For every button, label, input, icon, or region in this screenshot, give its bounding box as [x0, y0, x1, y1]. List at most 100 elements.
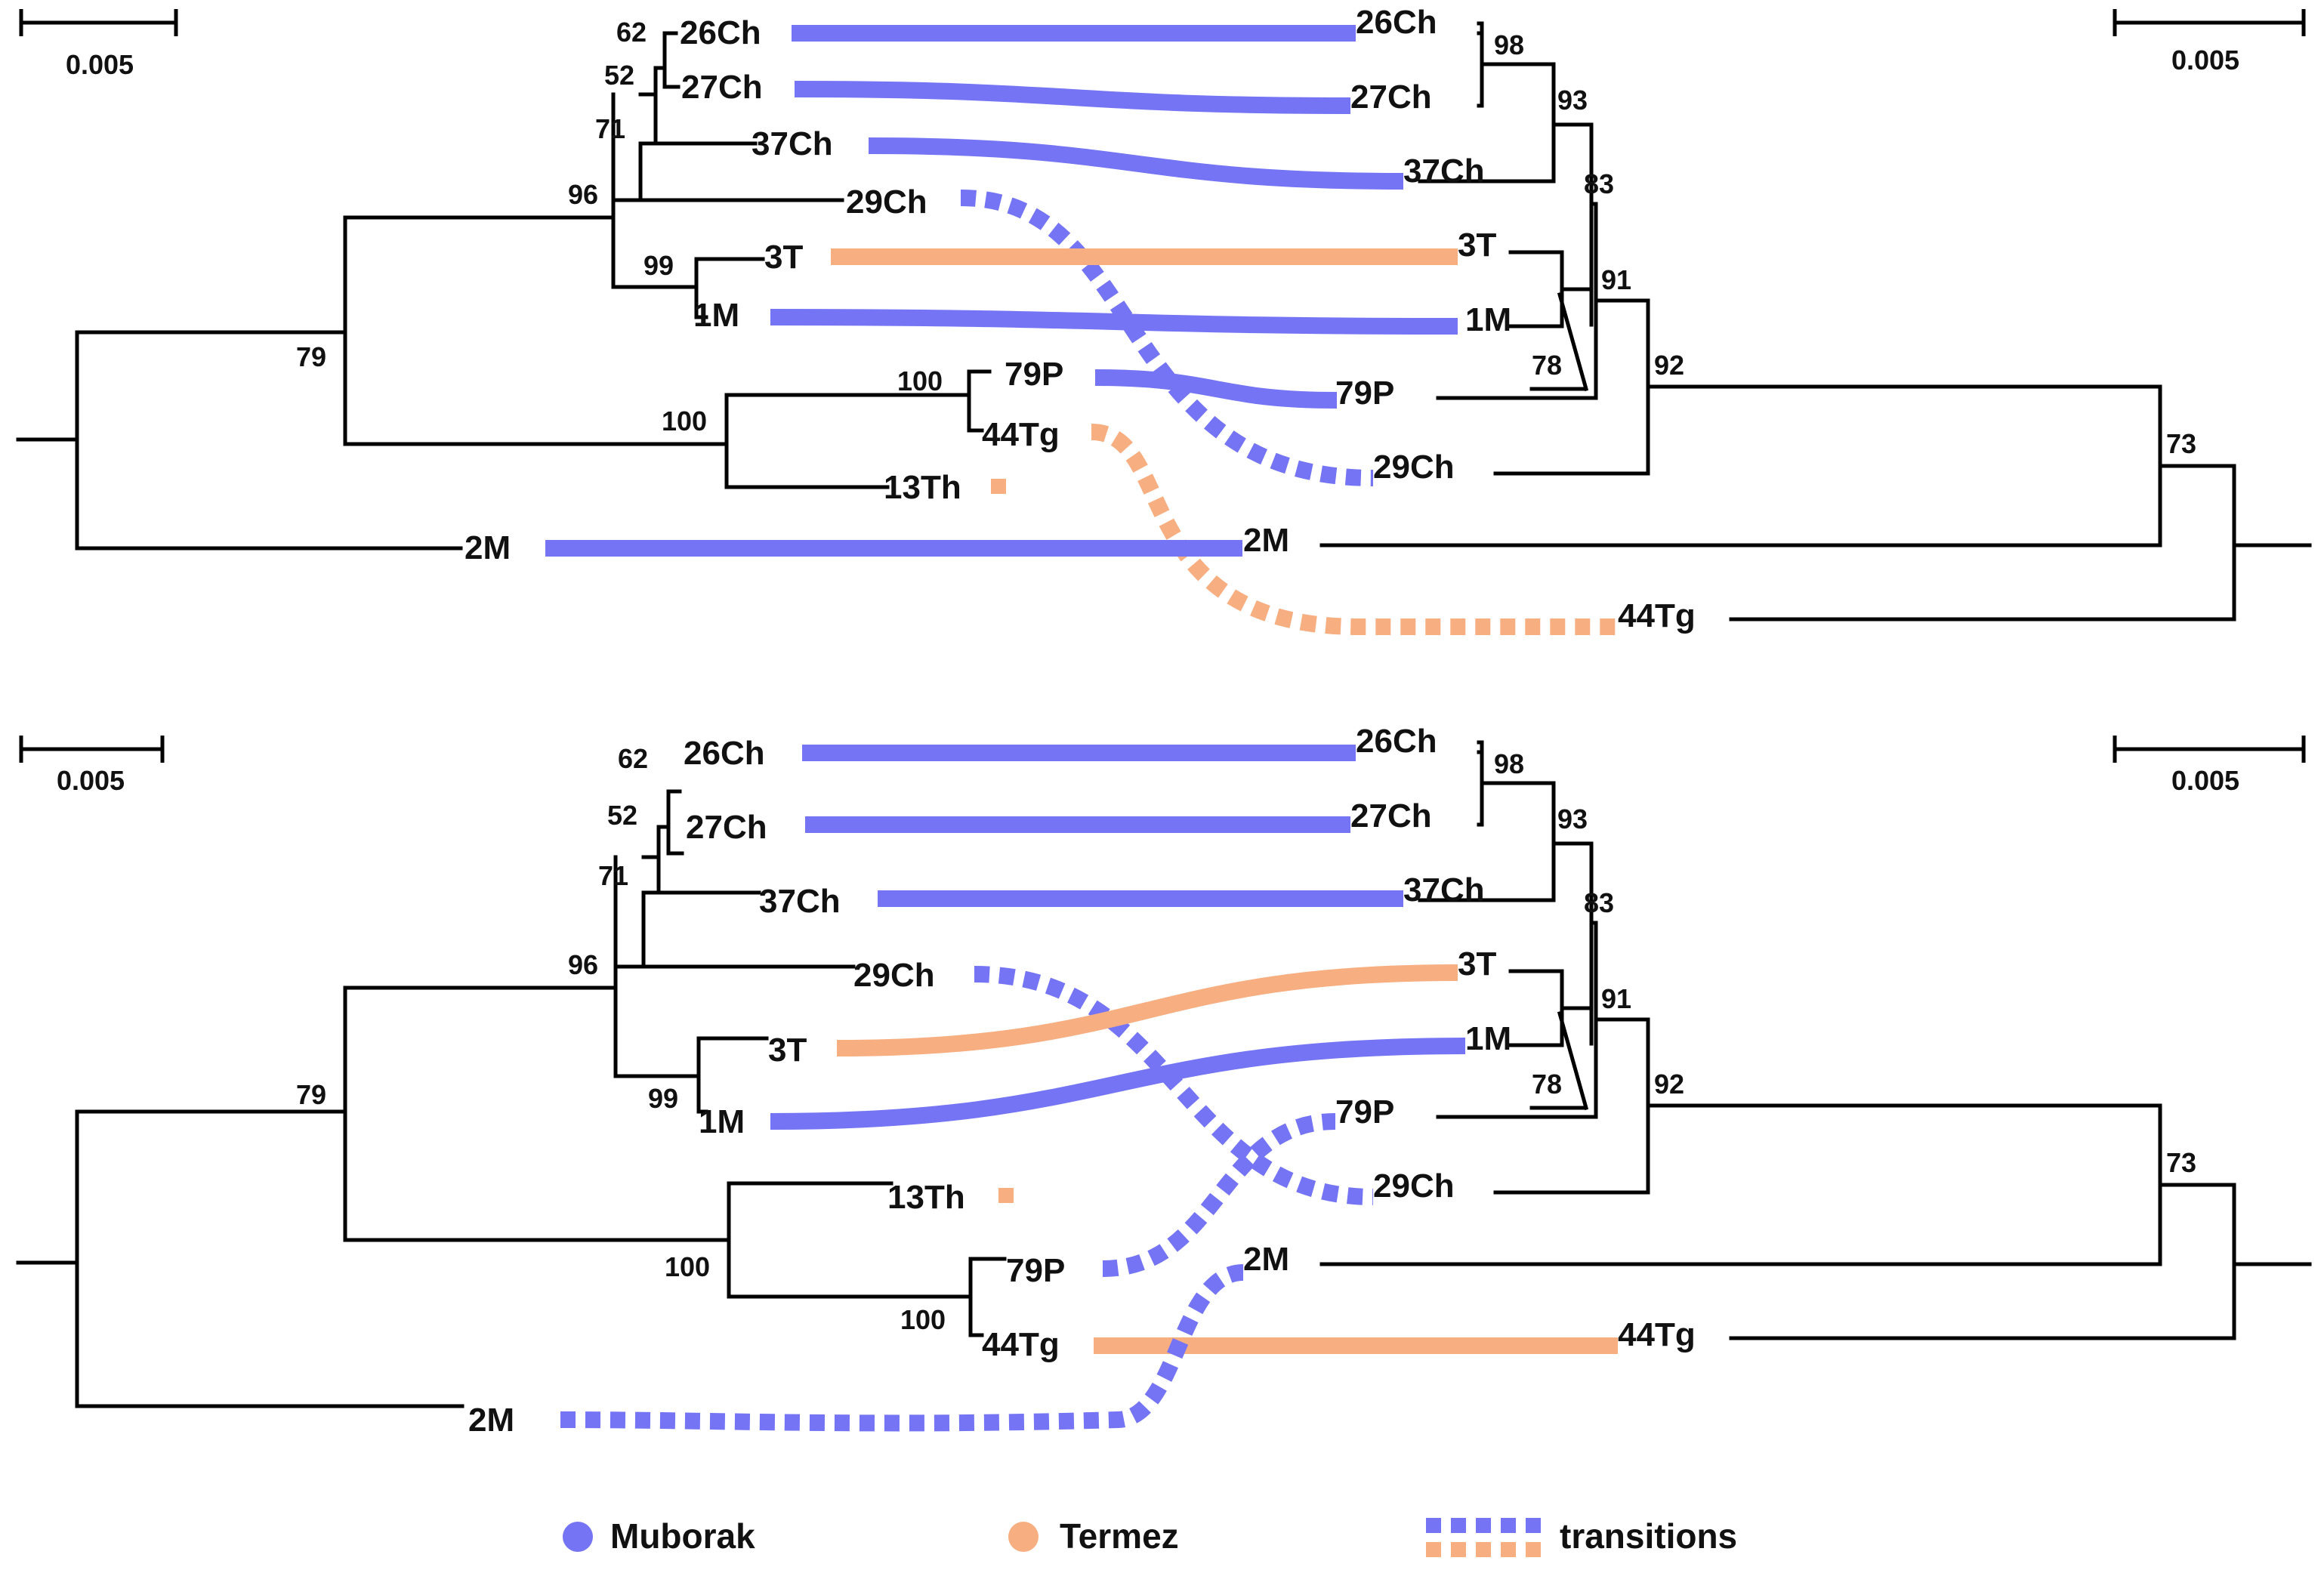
support-62: 62 — [618, 743, 648, 774]
left-leaf-1M: 1M — [699, 1103, 745, 1140]
right-leaf-26Ch: 26Ch — [1356, 723, 1437, 760]
left-leaf-2M: 2M — [468, 1402, 514, 1439]
legend-muborak-label: Muborak — [610, 1516, 755, 1556]
right-leaf-79P: 79P — [1335, 375, 1394, 412]
scale-bar-top-left: 0.005 — [19, 9, 178, 80]
left-leaf-3T: 3T — [768, 1032, 807, 1069]
support-100b: 100 — [662, 406, 707, 436]
link-top-44Tg — [1091, 424, 1618, 635]
right-leaf-1M: 1M — [1465, 1020, 1511, 1057]
left-leaf-29Ch: 29Ch — [846, 184, 927, 221]
link-top-29Ch — [960, 190, 1374, 486]
support-78: 78 — [1532, 1069, 1562, 1100]
support-71: 71 — [598, 860, 628, 891]
link-top-37Ch — [868, 137, 1404, 190]
support-83: 83 — [1584, 168, 1614, 199]
left-leaf-29Ch: 29Ch — [853, 957, 935, 994]
support-78: 78 — [1532, 350, 1562, 381]
legend-termez-label: Termez — [1060, 1516, 1179, 1556]
support-71: 71 — [595, 113, 625, 144]
link-bottom-29Ch — [974, 966, 1374, 1205]
legend: Muborak Termez transitions — [563, 1516, 1737, 1557]
support-93: 93 — [1557, 804, 1588, 834]
right-leaf-26Ch: 26Ch — [1356, 4, 1437, 41]
links-bottom — [560, 744, 1619, 1432]
left-leaf-1M: 1M — [693, 297, 739, 334]
branch-line — [1557, 1010, 1589, 1111]
support-79: 79 — [296, 1079, 326, 1110]
support-98: 98 — [1494, 29, 1524, 60]
support-96: 96 — [568, 179, 598, 210]
right-leaf-1M: 1M — [1465, 301, 1511, 338]
link-bottom-2M — [560, 1264, 1245, 1432]
left-leaf-13Th: 13Th — [887, 1179, 965, 1216]
support-91: 91 — [1601, 264, 1631, 295]
right-leaf-44Tg: 44Tg — [1618, 1316, 1696, 1353]
support-99: 99 — [648, 1083, 678, 1114]
scale-bar-label: 0.005 — [2171, 765, 2239, 796]
scale-bar-bottom-left: 0.005 — [19, 736, 165, 796]
right-leaf-29Ch: 29Ch — [1373, 1167, 1455, 1204]
right-leaf-2M: 2M — [1243, 522, 1289, 559]
support-73: 73 — [2166, 428, 2196, 459]
support-100a: 100 — [897, 366, 943, 396]
left-leaf-79P: 79P — [1006, 1252, 1065, 1289]
support-100a: 100 — [665, 1251, 710, 1282]
support-100b: 100 — [900, 1304, 946, 1335]
marker-13Th-top — [991, 479, 1006, 494]
right-leaf-27Ch: 27Ch — [1350, 79, 1432, 116]
left-leaf-27Ch: 27Ch — [686, 809, 767, 846]
panel-top: 0.005 0.005 62 52 71 96 99 79 100 100 26Ch 27Ch 37Ch… — [16, 4, 2312, 635]
support-98: 98 — [1494, 748, 1524, 779]
support-52: 52 — [607, 800, 637, 831]
left-leaf-44Tg: 44Tg — [982, 1326, 1060, 1363]
support-79: 79 — [296, 341, 326, 372]
scale-bar-label: 0.005 — [2171, 45, 2239, 76]
support-83: 83 — [1584, 887, 1614, 918]
legend-muborak-swatch — [563, 1522, 593, 1552]
legend-termez-swatch — [1008, 1522, 1039, 1552]
right-leaf-29Ch: 29Ch — [1373, 449, 1455, 486]
support-96: 96 — [568, 949, 598, 980]
left-leaf-13Th: 13Th — [884, 469, 961, 506]
link-top-27Ch — [794, 81, 1351, 114]
left-leaf-37Ch: 37Ch — [752, 125, 833, 162]
left-leaf-37Ch: 37Ch — [759, 883, 841, 920]
right-leaf-37Ch: 37Ch — [1403, 871, 1485, 908]
right-leaf-27Ch: 27Ch — [1350, 797, 1432, 834]
left-leaf-3T: 3T — [764, 239, 803, 276]
support-93: 93 — [1557, 85, 1588, 116]
support-92: 92 — [1654, 1069, 1684, 1100]
left-leaf-79P: 79P — [1005, 356, 1063, 393]
support-92: 92 — [1654, 350, 1684, 381]
right-leaf-37Ch: 37Ch — [1403, 153, 1485, 190]
link-bottom-3T — [836, 964, 1458, 1056]
left-leaf-44Tg: 44Tg — [982, 416, 1060, 453]
right-leaf-3T: 3T — [1458, 227, 1496, 264]
support-62: 62 — [616, 17, 647, 48]
right-leaf-2M: 2M — [1243, 1241, 1289, 1278]
left-leaf-27Ch: 27Ch — [681, 69, 763, 106]
left-leaf-2M: 2M — [464, 529, 511, 566]
legend-transitions-label: transitions — [1560, 1516, 1737, 1556]
panel-bottom: 0.005 0.005 62 52 71 96 99 79 100 100 26Ch 27Ch 37Ch… — [16, 723, 2312, 1439]
support-52: 52 — [604, 60, 634, 91]
link-top-79P — [1094, 369, 1338, 409]
link-bottom-1M — [770, 1038, 1466, 1130]
marker-13Th-bottom — [998, 1188, 1014, 1203]
support-73: 73 — [2166, 1147, 2196, 1178]
left-leaf-26Ch: 26Ch — [680, 14, 761, 51]
scale-bar-bottom-right: 0.005 — [2113, 736, 2306, 796]
right-leaf-44Tg: 44Tg — [1618, 597, 1696, 634]
support-91: 91 — [1601, 983, 1631, 1014]
right-leaf-3T: 3T — [1458, 945, 1496, 982]
link-bottom-79P — [1102, 1113, 1336, 1277]
link-top-1M — [770, 309, 1458, 335]
branch-line — [1557, 291, 1589, 392]
support-99: 99 — [643, 250, 674, 281]
scale-bar-top-right: 0.005 — [2113, 9, 2306, 76]
links-top — [545, 24, 1618, 635]
left-leaf-26Ch: 26Ch — [684, 735, 765, 772]
scale-bar-label: 0.005 — [57, 765, 125, 796]
